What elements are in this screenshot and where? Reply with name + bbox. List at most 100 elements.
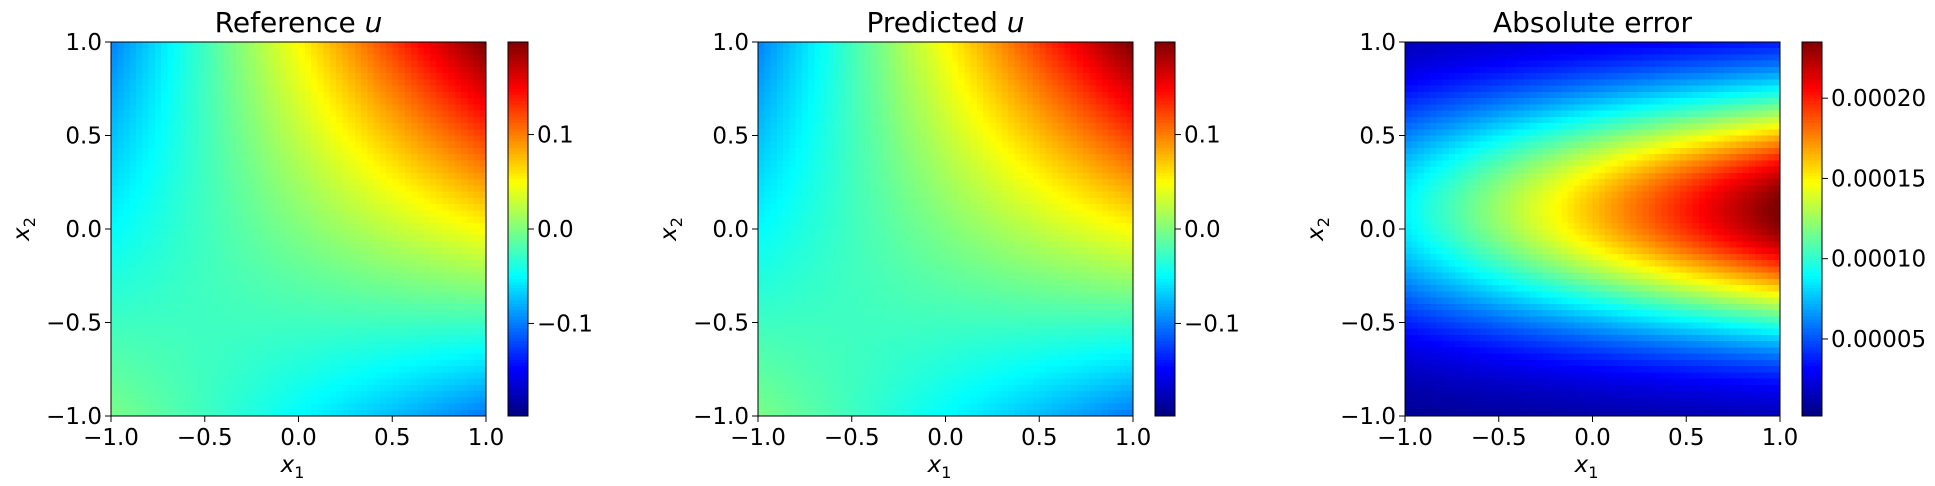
heatmap-cell bbox=[142, 197, 150, 205]
heatmap-cell bbox=[229, 260, 237, 267]
heatmap-cell bbox=[820, 85, 828, 93]
heatmap-cell bbox=[392, 278, 400, 286]
heatmap-cell bbox=[273, 179, 281, 186]
heatmap-cell bbox=[167, 372, 175, 380]
heatmap-cell bbox=[198, 353, 206, 361]
heatmap-cell bbox=[323, 260, 331, 267]
heatmap-cell bbox=[448, 160, 456, 168]
heatmap-cell bbox=[833, 104, 840, 112]
heatmap-cell bbox=[173, 66, 181, 74]
heatmap-cell bbox=[286, 278, 293, 286]
heatmap-cell bbox=[423, 42, 431, 49]
heatmap-cell bbox=[1020, 85, 1028, 93]
heatmap-cell bbox=[1045, 42, 1053, 49]
heatmap-cell bbox=[161, 260, 168, 267]
heatmap-cell bbox=[367, 48, 375, 56]
heatmap-cell bbox=[442, 91, 450, 99]
heatmap-cell bbox=[329, 391, 337, 398]
heatmap-cell bbox=[136, 191, 143, 199]
heatmap-cell bbox=[454, 42, 462, 49]
heatmap-cell bbox=[864, 73, 872, 80]
heatmap-cell bbox=[1064, 91, 1072, 99]
heatmap-cell bbox=[273, 222, 281, 230]
heatmap-cell bbox=[989, 79, 997, 87]
heatmap-cell bbox=[273, 341, 281, 349]
heatmap-cell bbox=[267, 54, 275, 62]
heatmap-cell bbox=[423, 210, 431, 218]
heatmap-cell bbox=[429, 328, 437, 336]
heatmap-cell bbox=[148, 98, 156, 105]
heatmap-cell bbox=[286, 91, 293, 99]
heatmap-cell bbox=[279, 179, 287, 186]
heatmap-cell bbox=[129, 216, 137, 224]
heatmap-cell bbox=[448, 129, 456, 137]
heatmap-cell bbox=[467, 166, 475, 174]
heatmap-cell bbox=[223, 260, 231, 267]
heatmap-cell bbox=[473, 341, 481, 349]
heatmap-cell bbox=[161, 91, 168, 99]
heatmap-cell bbox=[248, 303, 256, 311]
heatmap-cell bbox=[901, 42, 909, 49]
heatmap-cell bbox=[417, 409, 425, 417]
heatmap-cell bbox=[279, 285, 287, 292]
heatmap-cell bbox=[248, 110, 256, 118]
heatmap-cell bbox=[392, 322, 400, 330]
heatmap-cell bbox=[261, 247, 268, 255]
heatmap-cell bbox=[254, 185, 262, 193]
heatmap-cell bbox=[1108, 66, 1115, 74]
heatmap-cell bbox=[261, 216, 268, 224]
heatmap-cell bbox=[436, 297, 443, 305]
heatmap-cell bbox=[379, 353, 387, 361]
heatmap-cell bbox=[436, 179, 443, 186]
heatmap-cell bbox=[336, 372, 343, 380]
heatmap-cell bbox=[864, 135, 872, 143]
heatmap-cell bbox=[117, 366, 125, 373]
heatmap-cell bbox=[1020, 42, 1028, 49]
heatmap-cell bbox=[423, 66, 431, 74]
heatmap-cell bbox=[148, 260, 156, 267]
heatmap-cell bbox=[129, 172, 137, 180]
heatmap-cell bbox=[161, 378, 168, 386]
colorbar-segment bbox=[508, 288, 528, 292]
heatmap-cell bbox=[467, 135, 475, 143]
heatmap-cell bbox=[373, 278, 381, 286]
heatmap-cell bbox=[411, 397, 418, 405]
heatmap-cell bbox=[417, 222, 425, 230]
heatmap-cell bbox=[467, 322, 475, 330]
heatmap-cell bbox=[386, 241, 393, 249]
heatmap-cell bbox=[173, 73, 181, 80]
heatmap-cell bbox=[379, 91, 387, 99]
heatmap-cell bbox=[479, 191, 487, 199]
heatmap-cell bbox=[373, 172, 381, 180]
heatmap-cell bbox=[323, 98, 331, 105]
heatmap-cell bbox=[136, 310, 143, 317]
heatmap-cell bbox=[211, 116, 218, 124]
heatmap-cell bbox=[461, 66, 468, 74]
heatmap-cell bbox=[423, 260, 431, 267]
heatmap-cell bbox=[329, 403, 337, 411]
heatmap-cell bbox=[373, 110, 381, 118]
heatmap-cell bbox=[154, 303, 162, 311]
heatmap-cell bbox=[254, 197, 262, 205]
heatmap-cell bbox=[148, 303, 156, 311]
heatmap-cell bbox=[261, 210, 268, 218]
heatmap-cell bbox=[442, 291, 450, 299]
heatmap-cell bbox=[770, 166, 778, 174]
heatmap-cell bbox=[1001, 110, 1009, 118]
heatmap-cell bbox=[1039, 79, 1047, 87]
heatmap-cell bbox=[392, 253, 400, 261]
heatmap-cell bbox=[758, 104, 765, 112]
heatmap-cell bbox=[236, 191, 243, 199]
heatmap-cell bbox=[392, 241, 400, 249]
heatmap-cell bbox=[279, 347, 287, 355]
heatmap-cell bbox=[179, 391, 187, 398]
heatmap-cell bbox=[117, 54, 125, 62]
heatmap-cell bbox=[329, 172, 337, 180]
heatmap-cell bbox=[342, 204, 350, 211]
heatmap-cell bbox=[958, 91, 965, 99]
heatmap-cell bbox=[229, 359, 237, 367]
heatmap-cell bbox=[254, 129, 262, 137]
heatmap-cell bbox=[279, 372, 287, 380]
heatmap-cell bbox=[186, 48, 193, 56]
heatmap-cell bbox=[242, 147, 250, 155]
